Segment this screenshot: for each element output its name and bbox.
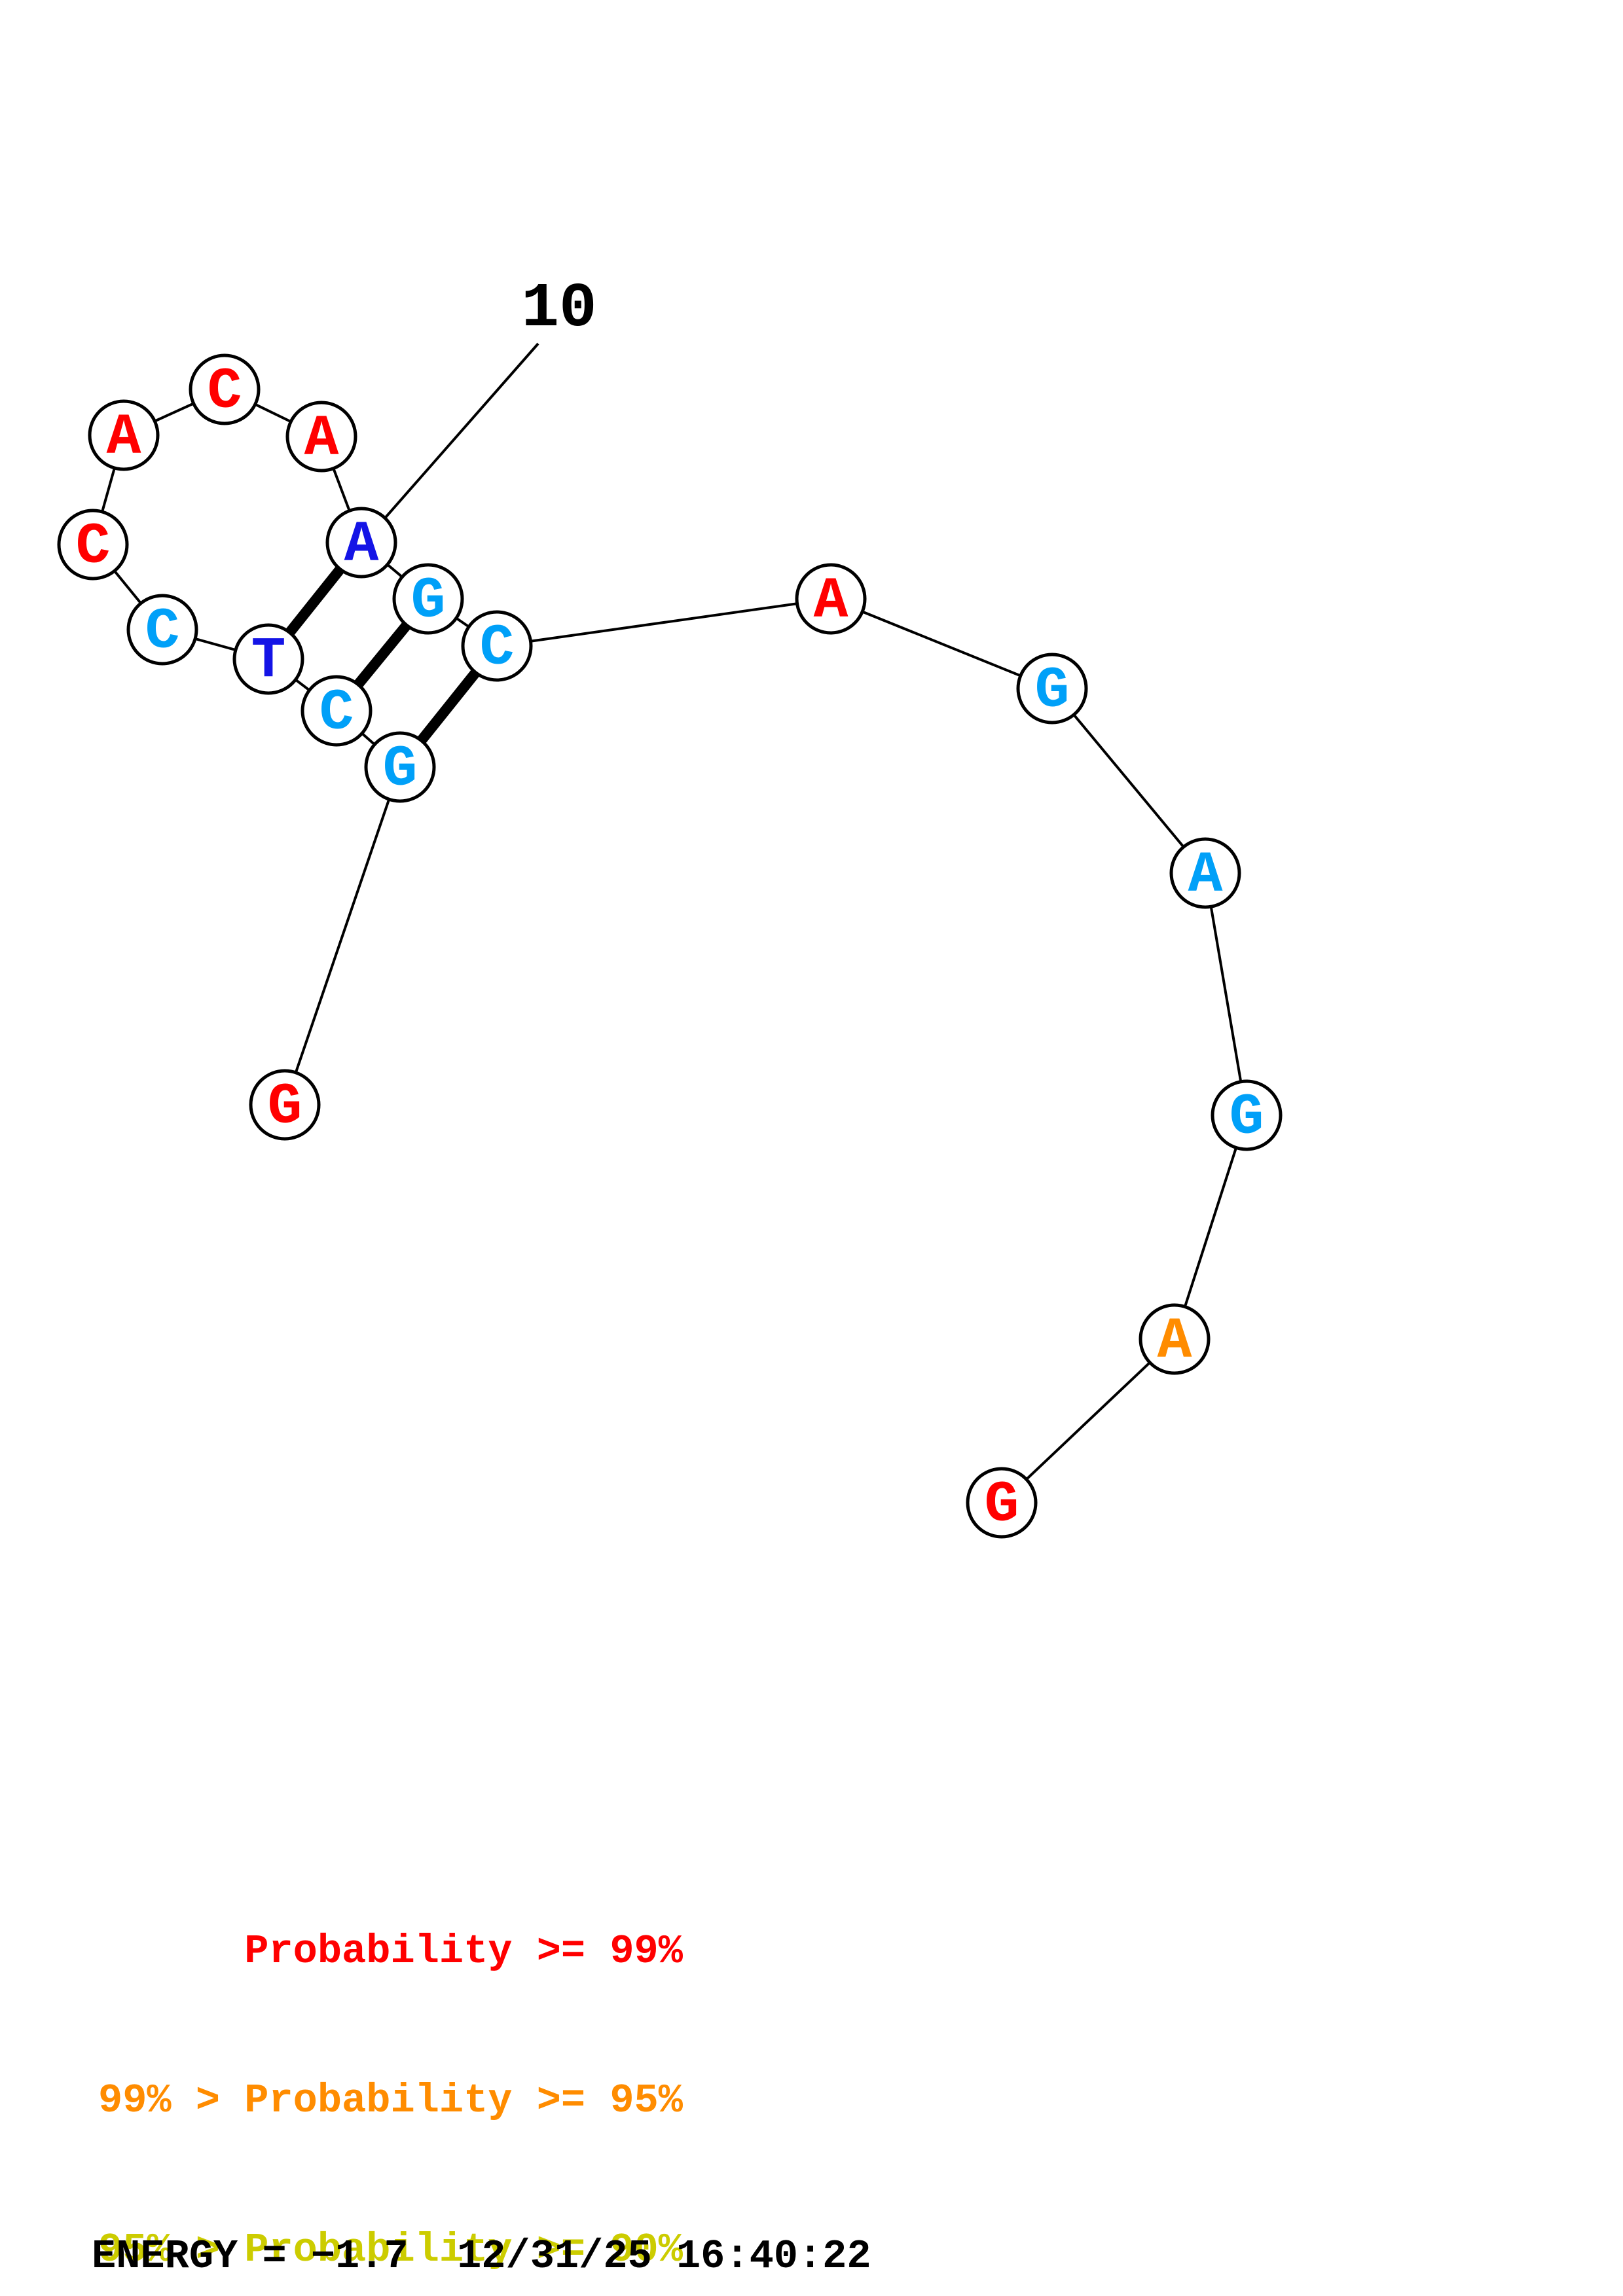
backbone-segment [830,598,1053,690]
nucleotide-base: C [76,515,111,580]
nucleotide-circle [126,594,198,666]
nucleotide-circle [1211,1079,1283,1151]
nucleotide-circle [461,610,533,682]
backbone-segment [1051,687,1207,874]
legend-item: 95% > Probability >= 90% [98,2227,683,2273]
nucleotide-circle [392,563,464,635]
nucleotide-base: G [268,1075,302,1140]
nucleotide-base: G [985,1473,1019,1538]
nucleotide-circle [249,1069,321,1141]
nucleotide-base: A [1158,1310,1192,1374]
nucleotide-circle [57,509,129,581]
backbone-segment [1173,1115,1248,1340]
backbone-segment [496,598,831,647]
nucleotide-circle [301,675,373,747]
nucleotide-base: C [208,360,242,425]
nucleotide-circle [189,353,261,425]
nucleotide-base: A [814,569,848,634]
nucleotide-circle [966,1467,1038,1539]
nucleotide-circle [285,401,357,473]
nucleotide-base: A [344,513,379,578]
nucleotide-base: G [1035,659,1070,724]
nucleotide-circle [325,507,397,579]
nucleotide-base: C [480,617,515,681]
energy-line: ENERGY = −1.7 12/31/25 16:40:22 [92,2233,871,2280]
nucleotide-circle [1169,837,1241,909]
backbone-segment [1000,1338,1176,1504]
backbone-segment [1204,872,1248,1116]
nucleotide-circle [88,399,160,471]
legend-item: 99% > Probability >= 95% [98,2077,683,2124]
nucleotide-base: T [251,630,286,694]
nucleotide-circle [232,623,304,695]
nucleotide-base: G [411,569,446,634]
nucleotide-base: G [1230,1086,1264,1151]
probability-legend: Probability >= 99% 99% > Probability >= … [98,1827,683,2296]
nucleotide-circle [1139,1303,1211,1375]
nucleotide-circle [364,731,436,803]
nucleotide-base: A [107,406,141,471]
nucleotide-circle [795,563,867,635]
legend-item: Probability >= 99% [98,1928,683,1975]
nucleotide-base: A [304,407,339,472]
nucleotide-base: G [383,738,418,802]
backbone-segment [283,766,401,1105]
nucleotide-circle [1016,653,1088,725]
nucleotide-base: C [319,681,354,746]
label-pointer-line [372,342,539,533]
sequence-number-label: 10 [521,273,596,344]
nucleotide-base: A [1188,844,1223,908]
nucleotide-base: C [145,600,180,665]
